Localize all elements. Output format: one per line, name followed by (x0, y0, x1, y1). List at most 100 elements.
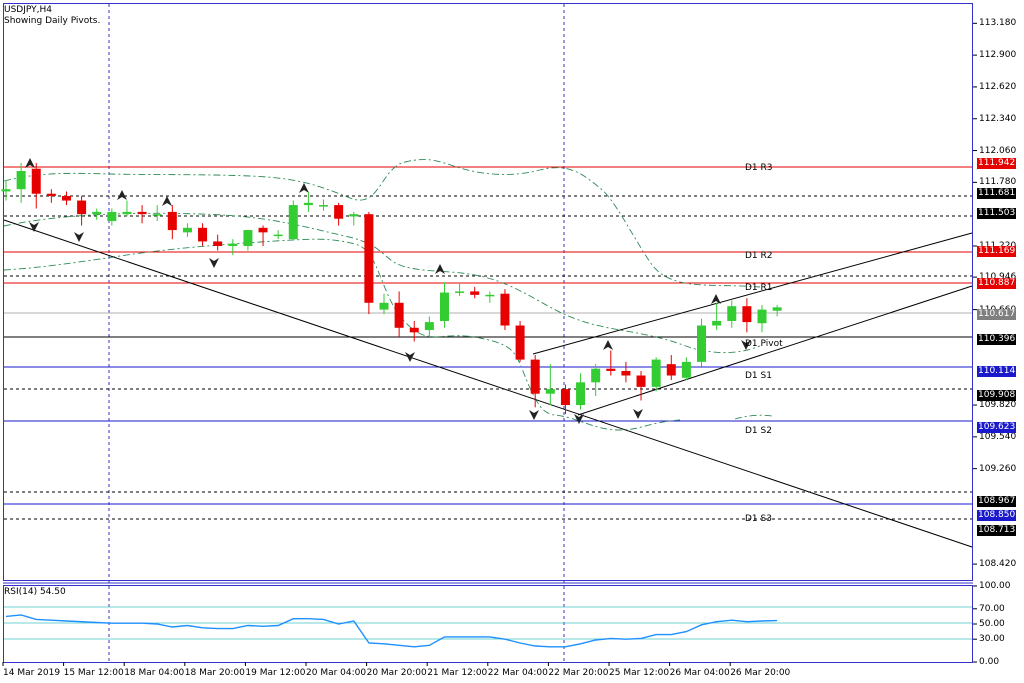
bull-candle (424, 322, 434, 331)
bull-candle (182, 227, 192, 233)
price-tick-label: 111.780 (979, 177, 1017, 188)
bear-candle (198, 227, 208, 242)
price-badge: 110.396 (977, 334, 1016, 346)
fractal-down-icon (529, 410, 539, 420)
bear-candle (61, 196, 71, 201)
bull-candle (228, 243, 238, 246)
time-tick-label: 22 Mar 04:00 (487, 668, 548, 678)
pivot-label: D1 S2 (745, 426, 772, 437)
bull-candle (591, 368, 601, 383)
bull-candle (697, 325, 707, 362)
price-badge: 108.850 (977, 509, 1016, 521)
time-tick-label: 22 Mar 20:00 (548, 668, 609, 678)
fractal-markers (25, 158, 751, 424)
bear-candle (137, 211, 147, 215)
time-tick-label: 26 Mar 04:00 (669, 668, 730, 678)
bull-candle (545, 389, 555, 394)
fractal-up-icon (299, 183, 309, 193)
bull-candle (727, 306, 737, 321)
bear-candle (258, 227, 268, 233)
time-tick-label: 26 Mar 20:00 (730, 668, 791, 678)
bull-candle (712, 320, 722, 326)
pivot-label: D1 S1 (745, 370, 772, 381)
channel-lower-trendline (577, 285, 973, 416)
chart-subtitle: Showing Daily Pivots. (4, 16, 101, 26)
bull-candle (122, 211, 132, 215)
bear-candle (636, 375, 646, 387)
price-tick-label: 109.540 (979, 431, 1017, 442)
time-tick-label: 25 Mar 12:00 (609, 668, 670, 678)
bull-candle (772, 307, 782, 311)
fractal-up-icon (435, 264, 445, 274)
bull-candle (16, 171, 26, 190)
time-tick-label: 15 Mar 12:00 (63, 668, 124, 678)
bull-candle (681, 361, 691, 378)
rsi-label: RSI(14) 54.50 (4, 587, 66, 597)
upper-band (3, 159, 761, 288)
price-badge: 110.114 (977, 366, 1016, 378)
pivot-label: D1 R2 (745, 250, 773, 261)
bull-candle (303, 202, 313, 206)
bear-candle (334, 205, 344, 219)
price-tick-label: 112.060 (979, 145, 1017, 156)
price-tick-label: 112.900 (979, 50, 1017, 61)
pivot-label: D1 Pivot (745, 338, 783, 349)
bear-candle (409, 327, 419, 333)
price-tick-label: 112.620 (979, 81, 1017, 92)
bull-candle (107, 211, 117, 221)
price-badge: 111.503 (977, 208, 1016, 220)
bull-candle (349, 214, 359, 217)
bear-candle (606, 368, 616, 371)
bull-candle (455, 291, 465, 293)
bull-candle (485, 294, 495, 297)
price-tick-label: 108.420 (979, 559, 1017, 570)
price-tick-label: 109.820 (979, 400, 1017, 411)
bull-candle (273, 234, 283, 237)
bear-candle (167, 211, 177, 231)
price-badge: 109.623 (977, 421, 1016, 433)
time-tick-label: 18 Mar 20:00 (184, 668, 245, 678)
bull-candle (152, 214, 162, 216)
fractal-down-icon (741, 340, 751, 350)
bear-candle (515, 325, 525, 360)
bull-candle (92, 211, 102, 215)
time-tick-label: 19 Mar 12:00 (245, 668, 306, 678)
bull-candle (651, 359, 661, 387)
fractal-down-icon (633, 409, 643, 419)
price-tick-label: 113.180 (979, 18, 1017, 29)
price-badge: 108.967 (977, 496, 1016, 508)
price-badge: 108.713 (977, 525, 1016, 537)
rsi-tick-label: 0.00 (979, 657, 1000, 667)
chart-symbol-timeframe: USDJPY,H4 (4, 5, 52, 15)
bear-candle (530, 359, 540, 394)
levels (4, 166, 972, 520)
descending-trendline (3, 219, 973, 548)
fractal-down-icon (405, 352, 415, 362)
bear-candle (666, 364, 676, 376)
price-badge: 111.681 (977, 188, 1016, 200)
rsi-tick-label: 50.00 (979, 619, 1005, 629)
channel-upper-trendline (532, 232, 973, 355)
bear-candle (742, 306, 752, 323)
fractal-up-icon (711, 294, 721, 304)
fractal-down-icon (74, 232, 84, 242)
price-tick-label: 111.220 (979, 241, 1016, 251)
rsi-tick-label: 70.00 (979, 603, 1005, 614)
pivot-label: D1 S3 (745, 514, 772, 525)
price-tick-label: 109.260 (979, 463, 1017, 474)
price-tick-label: 110.946 (979, 272, 1017, 283)
bull-candle (576, 382, 586, 406)
time-tick-label: 21 Mar 12:00 (427, 668, 488, 678)
lower-band-tail (734, 414, 773, 420)
rsi-levels (4, 606, 972, 640)
price-badge: 110.887 (977, 278, 1016, 290)
bear-candle (213, 241, 223, 246)
bear-candle (560, 389, 570, 406)
fractal-up-icon (25, 158, 35, 168)
bull-candle (757, 309, 767, 324)
fractal-up-icon (162, 196, 172, 206)
time-tick-label: 20 Mar 04:00 (306, 668, 367, 678)
trendlines[interactable] (3, 219, 973, 548)
bull-candle (319, 205, 329, 207)
